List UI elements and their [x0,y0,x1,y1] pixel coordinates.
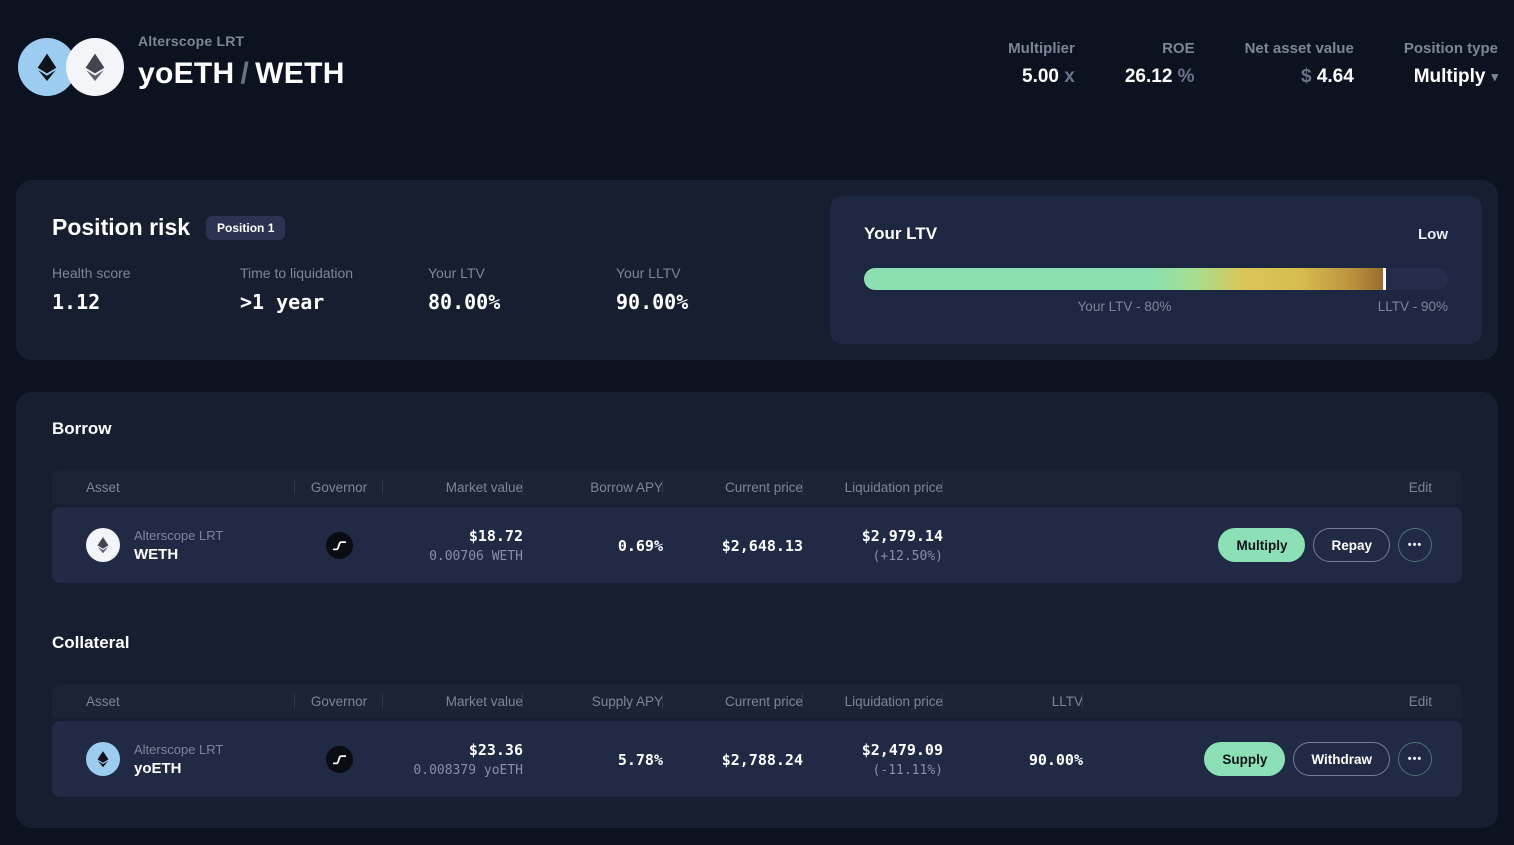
col-header-supply-apy: Supply APY [523,684,663,718]
borrow-liquidation-price-cell: $2,979.14 (+12.50%) [861,526,943,564]
col-header-market-value: Market value [383,684,523,718]
col-header-current-price: Current price [663,684,803,718]
col-header-asset: Asset [52,684,295,718]
collateral-current-price-cell: $2,788.24 [721,750,803,769]
stat-roe-label: ROE [1162,40,1195,57]
more-options-button[interactable]: ••• [1398,742,1432,776]
ltv-marker [1382,268,1386,290]
stat-position-type: Position type Multiply ▾ [1404,40,1498,88]
weth-token-icon [66,38,124,96]
ltv-gauge-card: Your LTV Low Your LTV - 80% LLTV - 90% [830,196,1482,344]
stat-nav-label: Net asset value [1244,40,1354,57]
position-risk-title: Position risk [52,214,191,240]
col-header-current-price: Current price [663,470,803,504]
collateral-apy-cell: 5.78% [617,750,663,769]
col-header-governor: Governor [295,470,383,504]
collateral-edit-button[interactable]: Edit [1408,693,1432,709]
borrow-table-row: Alterscope LRT WETH $18.72 0.00706 WETH … [52,507,1462,583]
pair-title-block: Alterscope LRT yoETH / WETH [138,33,345,91]
borrow-market-value-cell: $18.72 0.00706 WETH [429,526,523,564]
protocol-label: Alterscope LRT [138,33,245,49]
col-header-borrow-apy: Borrow APY [523,470,663,504]
stat-roe: ROE 26.12 % [1125,40,1195,88]
collateral-asset-symbol: yoETH [134,759,182,777]
borrow-actions: Multiply Repay ••• [1218,528,1462,562]
supply-button[interactable]: Supply [1204,742,1286,776]
borrow-edit-button[interactable]: Edit [1408,479,1432,495]
risk-stat-health-score: Health score 1.12 [52,265,131,314]
collateral-governor-cell [295,745,383,773]
top-stats: Multiplier 5.00 x ROE 26.12 % Net asset … [1008,40,1498,88]
ltv-lltv-label: LLTV - 90% [1377,299,1448,314]
risk-stat-your-lltv: Your LLTV 90.00% [616,265,689,314]
ltv-current-label: Your LTV - 80% [1077,299,1172,314]
repay-button[interactable]: Repay [1313,528,1390,562]
more-options-button[interactable]: ••• [1398,528,1432,562]
pair-separator: / [240,57,250,90]
ltv-gauge-title: Your LTV [864,224,938,243]
pair-logos [18,38,124,96]
collateral-section-title: Collateral [52,633,130,652]
borrow-asset-cell: Alterscope LRT WETH [52,528,295,563]
ltv-gauge-fill [864,268,1385,290]
collateral-table: Asset Governor Market value Supply APY C… [52,684,1462,797]
col-header-market-value: Market value [383,470,523,504]
topbar: Alterscope LRT yoETH / WETH Multiplier 5.0… [0,0,1514,150]
borrow-current-price-cell: $2,648.13 [721,536,803,555]
multiply-button[interactable]: Multiply [1218,528,1306,562]
risk-stat-your-ltv: Your LTV 80.00% [428,265,501,314]
chevron-down-icon: ▾ [1491,69,1498,84]
stat-net-asset-value: Net asset value $ 4.64 [1245,40,1354,88]
weth-asset-icon [86,528,120,562]
positions-panel: Borrow Asset Governor Market value Borro… [16,392,1498,828]
collateral-asset-cell: Alterscope LRT yoETH [52,742,295,777]
col-header-liquidation-price: Liquidation price [803,684,943,718]
position-risk-stats: Health score 1.12 Time to liquidation >1… [52,265,804,314]
stat-position-type-label: Position type [1403,40,1498,57]
position-risk-panel: Position risk Position 1 Health score 1.… [16,180,1498,360]
collateral-asset-protocol: Alterscope LRT [134,741,224,757]
governor-sigmoid-icon [325,745,353,773]
stat-roe-value: 26.12 % [1124,66,1195,87]
borrow-table: Asset Governor Market value Borrow APY C… [52,470,1462,583]
yoeth-asset-icon [86,742,120,776]
risk-stat-time-to-liquidation: Time to liquidation >1 year [240,265,354,314]
pair-base: yoETH [138,57,235,90]
ltv-gauge-labels: Your LTV - 80% LLTV - 90% [864,299,1448,317]
col-header-governor: Governor [295,684,383,718]
borrow-section-title: Borrow [52,419,112,438]
position-type-dropdown[interactable]: Multiply ▾ [1413,66,1498,87]
collateral-actions: Supply Withdraw ••• [1204,742,1462,776]
stat-nav-value: $ 4.64 [1300,66,1354,87]
stat-multiplier-value: 5.00 x [1022,66,1075,87]
col-header-spacer [943,470,1409,504]
borrow-table-header: Asset Governor Market value Borrow APY C… [52,470,1462,504]
pair-quote: WETH [255,57,345,90]
col-header-liquidation-price: Liquidation price [803,470,943,504]
col-header-asset: Asset [52,470,295,504]
withdraw-button[interactable]: Withdraw [1293,742,1390,776]
collateral-lltv-cell: 90.00% [1028,750,1083,769]
collateral-liquidation-price-cell: $2,479.09 (-11.11%) [861,740,943,778]
collateral-table-header: Asset Governor Market value Supply APY C… [52,684,1462,718]
stat-multiplier: Multiplier 5.00 x [1008,40,1075,88]
stat-multiplier-label: Multiplier [1008,40,1075,57]
col-header-lltv: LLTV [943,684,1083,718]
borrow-asset-protocol: Alterscope LRT [134,527,224,543]
ltv-gauge-bar [864,268,1448,290]
col-header-spacer [1083,684,1409,718]
borrow-apy-cell: 0.69% [617,536,663,555]
collateral-market-value-cell: $23.36 0.008379 yoETH [413,740,523,778]
collateral-table-row: Alterscope LRT yoETH $23.36 0.008379 yoE… [52,721,1462,797]
governor-sigmoid-icon [325,531,353,559]
borrow-asset-symbol: WETH [134,545,179,563]
page-title: yoETH / WETH [138,57,345,91]
position-badge: Position 1 [206,215,286,240]
ltv-risk-level: Low [1418,225,1448,243]
borrow-governor-cell [295,531,383,559]
